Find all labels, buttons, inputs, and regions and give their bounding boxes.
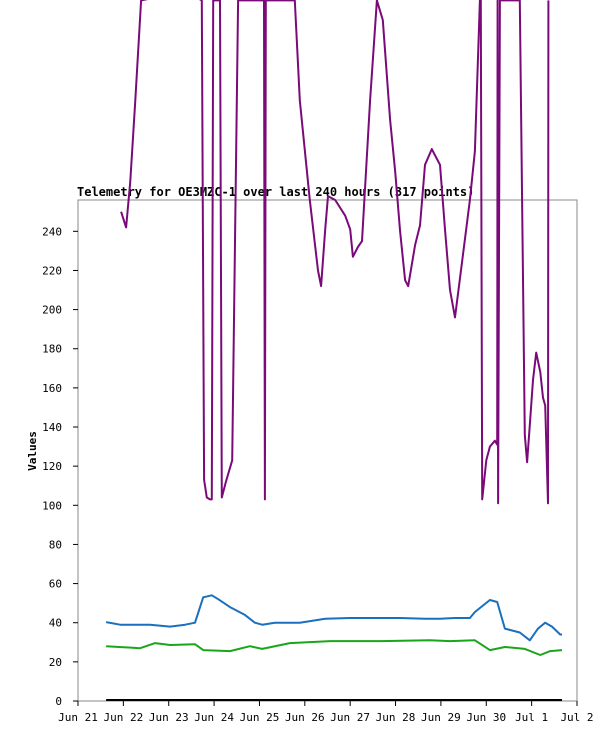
x-tick-label: Jun 22 (103, 711, 143, 724)
series-line (105, 594, 562, 642)
x-tick-label: Jun 28 (376, 711, 416, 724)
x-tick-label: Jul 1 (515, 711, 548, 724)
y-tick-label: 140 (42, 421, 62, 434)
y-tick-label: 120 (42, 460, 62, 473)
x-tick-label: Jun 27 (330, 711, 370, 724)
y-tick-label: 180 (42, 343, 62, 356)
x-tick-label: Jun 30 (466, 711, 506, 724)
y-tick-label: 80 (49, 538, 62, 551)
x-tick-label: Jun 24 (194, 711, 234, 724)
chart-title: Telemetry for OE3MZC-1 over last 240 hou… (77, 185, 474, 199)
y-tick-label: 40 (49, 617, 62, 630)
x-tick-label: Jun 21 (58, 711, 98, 724)
series-line (106, 639, 563, 656)
y-tick-label: 0 (55, 695, 62, 708)
y-tick-label: 160 (42, 382, 62, 395)
x-tick-label: Jun 29 (421, 711, 461, 724)
y-tick-label: 240 (42, 225, 62, 238)
series-line (120, 0, 550, 505)
x-tick-label: Jun 26 (285, 711, 325, 724)
y-axis-label: Values (26, 431, 39, 471)
y-tick-label: 60 (49, 578, 62, 591)
x-tick-label: Jun 25 (240, 711, 280, 724)
y-tick-label: 200 (42, 304, 62, 317)
y-tick-label: 100 (42, 499, 62, 512)
x-tick-label: Jun 23 (149, 711, 189, 724)
x-tick-label: Jul 2 (560, 711, 593, 724)
y-tick-label: 220 (42, 264, 62, 277)
y-tick-label: 20 (49, 656, 62, 669)
